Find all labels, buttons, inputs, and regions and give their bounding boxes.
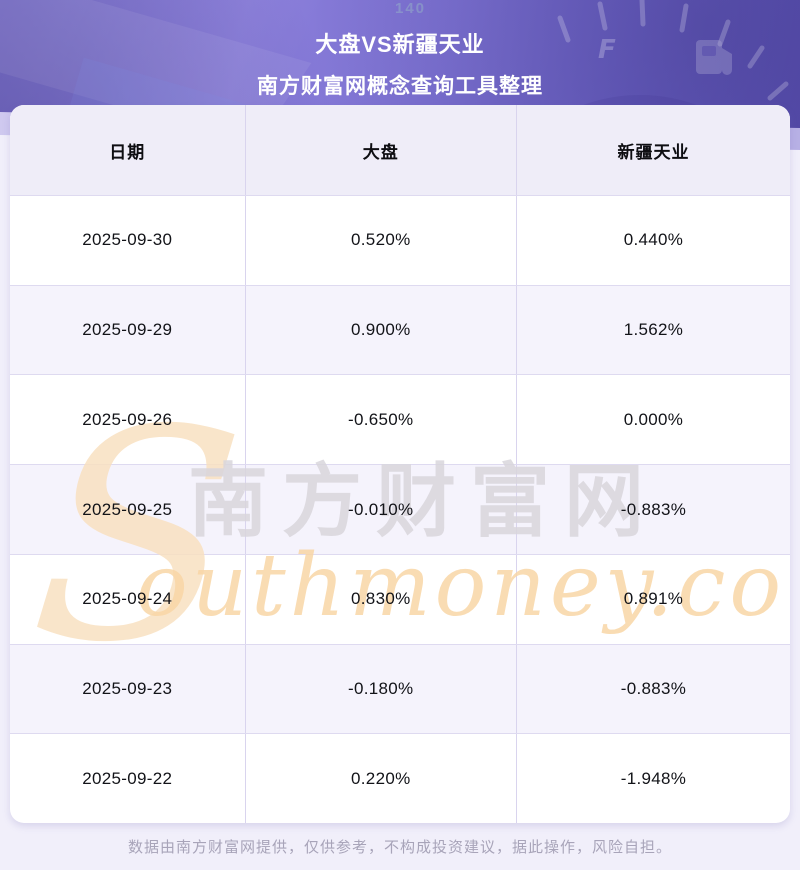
table-row: 2025-09-25 -0.010% -0.883% xyxy=(10,464,790,554)
cell-date: 2025-09-25 xyxy=(10,465,246,554)
fuel-pump-icon xyxy=(696,40,732,75)
header-cell-date: 日期 xyxy=(10,105,246,195)
page-title: 大盘VS新疆天业 xyxy=(315,32,485,57)
page-subtitle: 南方财富网概念查询工具整理 xyxy=(257,75,543,98)
cell-stock-change: 1.562% xyxy=(623,320,684,340)
table-row: 2025-09-22 0.220% -1.948% xyxy=(10,733,790,823)
cell-market-change: -0.650% xyxy=(246,375,517,465)
table-row: 2025-09-23 -0.180% -0.883% xyxy=(10,643,790,734)
background-dial-number: 140 xyxy=(395,0,427,17)
cell-date: 2025-09-26 xyxy=(10,375,246,465)
footer: 数据由南方财富网提供，仅供参考，不构成投资建议，据此操作，风险自担。 xyxy=(0,823,800,870)
table-row: 2025-09-30 0.520% 0.440% xyxy=(10,195,790,285)
cell-market-change: 0.900% xyxy=(246,285,517,375)
cell-market-change: -0.010% xyxy=(246,465,517,554)
footer-disclaimer: 数据由南方财富网提供，仅供参考，不构成投资建议，据此操作，风险自担。 xyxy=(127,839,672,856)
cell-stock-change: -0.883% xyxy=(620,499,687,519)
cell-stock-change: 0.000% xyxy=(623,409,684,429)
cell-date: 2025-09-23 xyxy=(10,644,246,734)
table-row: 2025-09-24 0.830% 0.891% xyxy=(10,553,790,644)
gauge-letter-f: F xyxy=(598,35,616,65)
table-row: 2025-09-26 -0.650% 0.000% xyxy=(10,374,790,465)
cell-market-change: 0.220% xyxy=(246,734,517,823)
cell-market-change: 0.830% xyxy=(246,554,517,644)
header-cell-stock: 新疆天业 xyxy=(617,142,690,162)
table-header-row: 日期 大盘 新疆天业 xyxy=(10,105,790,195)
cell-date: 2025-09-22 xyxy=(10,734,246,823)
cell-stock-change: 0.891% xyxy=(623,589,684,609)
header-cell-market: 大盘 xyxy=(246,105,517,195)
cell-stock-change: -0.883% xyxy=(620,678,687,698)
cell-date: 2025-09-30 xyxy=(10,196,246,285)
table-row: 2025-09-29 0.900% 1.562% xyxy=(10,284,790,375)
cell-market-change: -0.180% xyxy=(246,644,517,734)
data-table-card: 日期 大盘 新疆天业 2025-09-30 0.520% 0.440% 2025… xyxy=(10,105,790,823)
cell-market-change: 0.520% xyxy=(246,196,517,285)
cell-date: 2025-09-29 xyxy=(10,285,246,375)
gauge-ticks xyxy=(557,0,789,101)
cell-stock-change: -1.948% xyxy=(620,768,687,788)
cell-stock-change: 0.440% xyxy=(623,230,684,250)
cell-date: 2025-09-24 xyxy=(10,554,246,644)
